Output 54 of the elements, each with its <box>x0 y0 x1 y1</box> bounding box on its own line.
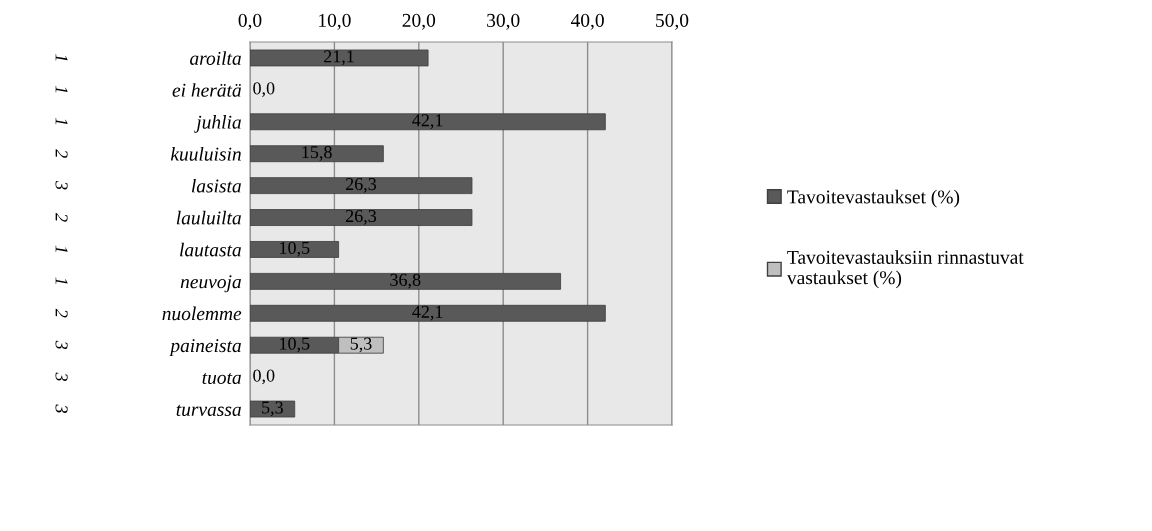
text: 1 <box>55 277 68 284</box>
data-label: 15,8 <box>302 146 332 161</box>
data-label: 0,0 <box>253 369 275 385</box>
bar <box>250 400 296 418</box>
text: 3 <box>55 372 68 382</box>
text: 3 <box>55 340 68 350</box>
text: 2 <box>55 213 68 222</box>
text: 1 <box>55 86 68 93</box>
text: 1 <box>55 117 68 125</box>
bar <box>250 145 384 163</box>
data-label: 26,3 <box>345 178 377 193</box>
data-label: 0,0 <box>253 82 275 97</box>
bar <box>250 272 562 290</box>
bar <box>250 49 429 67</box>
bar <box>250 113 606 131</box>
text: 3 <box>55 404 68 413</box>
x-tick-label: 50,0 <box>656 13 689 30</box>
text: 2 <box>55 308 68 318</box>
data-label: 42,1 <box>412 114 443 129</box>
data-label: 5,3 <box>262 401 283 417</box>
data-label: 10,5 <box>280 337 310 353</box>
y-tick-label: lauluilta <box>176 210 241 225</box>
y-tick-label: aroilta <box>190 51 241 65</box>
bar <box>250 177 473 195</box>
x-tick-label: 20,0 <box>402 13 436 30</box>
text: 1 <box>55 245 68 253</box>
y-tick-label: turvassa <box>176 404 241 417</box>
data-label: 36,8 <box>390 273 421 289</box>
y-tick-label: lautasta <box>180 242 241 257</box>
y-tick-label: paineista <box>169 339 241 357</box>
y-tick-label: nuolemme <box>162 306 242 321</box>
data-label: 21,1 <box>324 50 354 66</box>
y-tick-label: kuuluisin <box>170 146 241 161</box>
bar <box>250 241 340 258</box>
text: 3 <box>55 181 68 190</box>
text: 1 <box>55 54 68 61</box>
data-label: 26,3 <box>345 209 377 225</box>
y-tick-label: neuvoja <box>180 275 241 293</box>
data-label: 42,1 <box>412 305 443 321</box>
y-tick-label: tuota <box>202 372 241 385</box>
text: 2 <box>55 149 68 158</box>
data-label: 5,3 <box>350 337 372 353</box>
y-tick-label: juhlia <box>194 115 241 133</box>
legend-label: Tavoitevastaukset (%) <box>787 189 960 208</box>
bar <box>250 304 606 322</box>
x-tick-label: 10,0 <box>319 13 351 30</box>
data-label: 10,5 <box>280 241 310 257</box>
legend-label: Tavoitevastauksiin rinnastuvat vastaukset (%) <box>786 250 1024 289</box>
y-tick-label: ei herätä <box>172 83 241 97</box>
x-tick-label: 0,0 <box>238 13 262 30</box>
x-tick-label: 30,0 <box>487 13 520 30</box>
y-tick-label: lasista <box>191 178 241 193</box>
x-tick-label: 40,0 <box>570 13 604 30</box>
bar <box>250 209 473 226</box>
